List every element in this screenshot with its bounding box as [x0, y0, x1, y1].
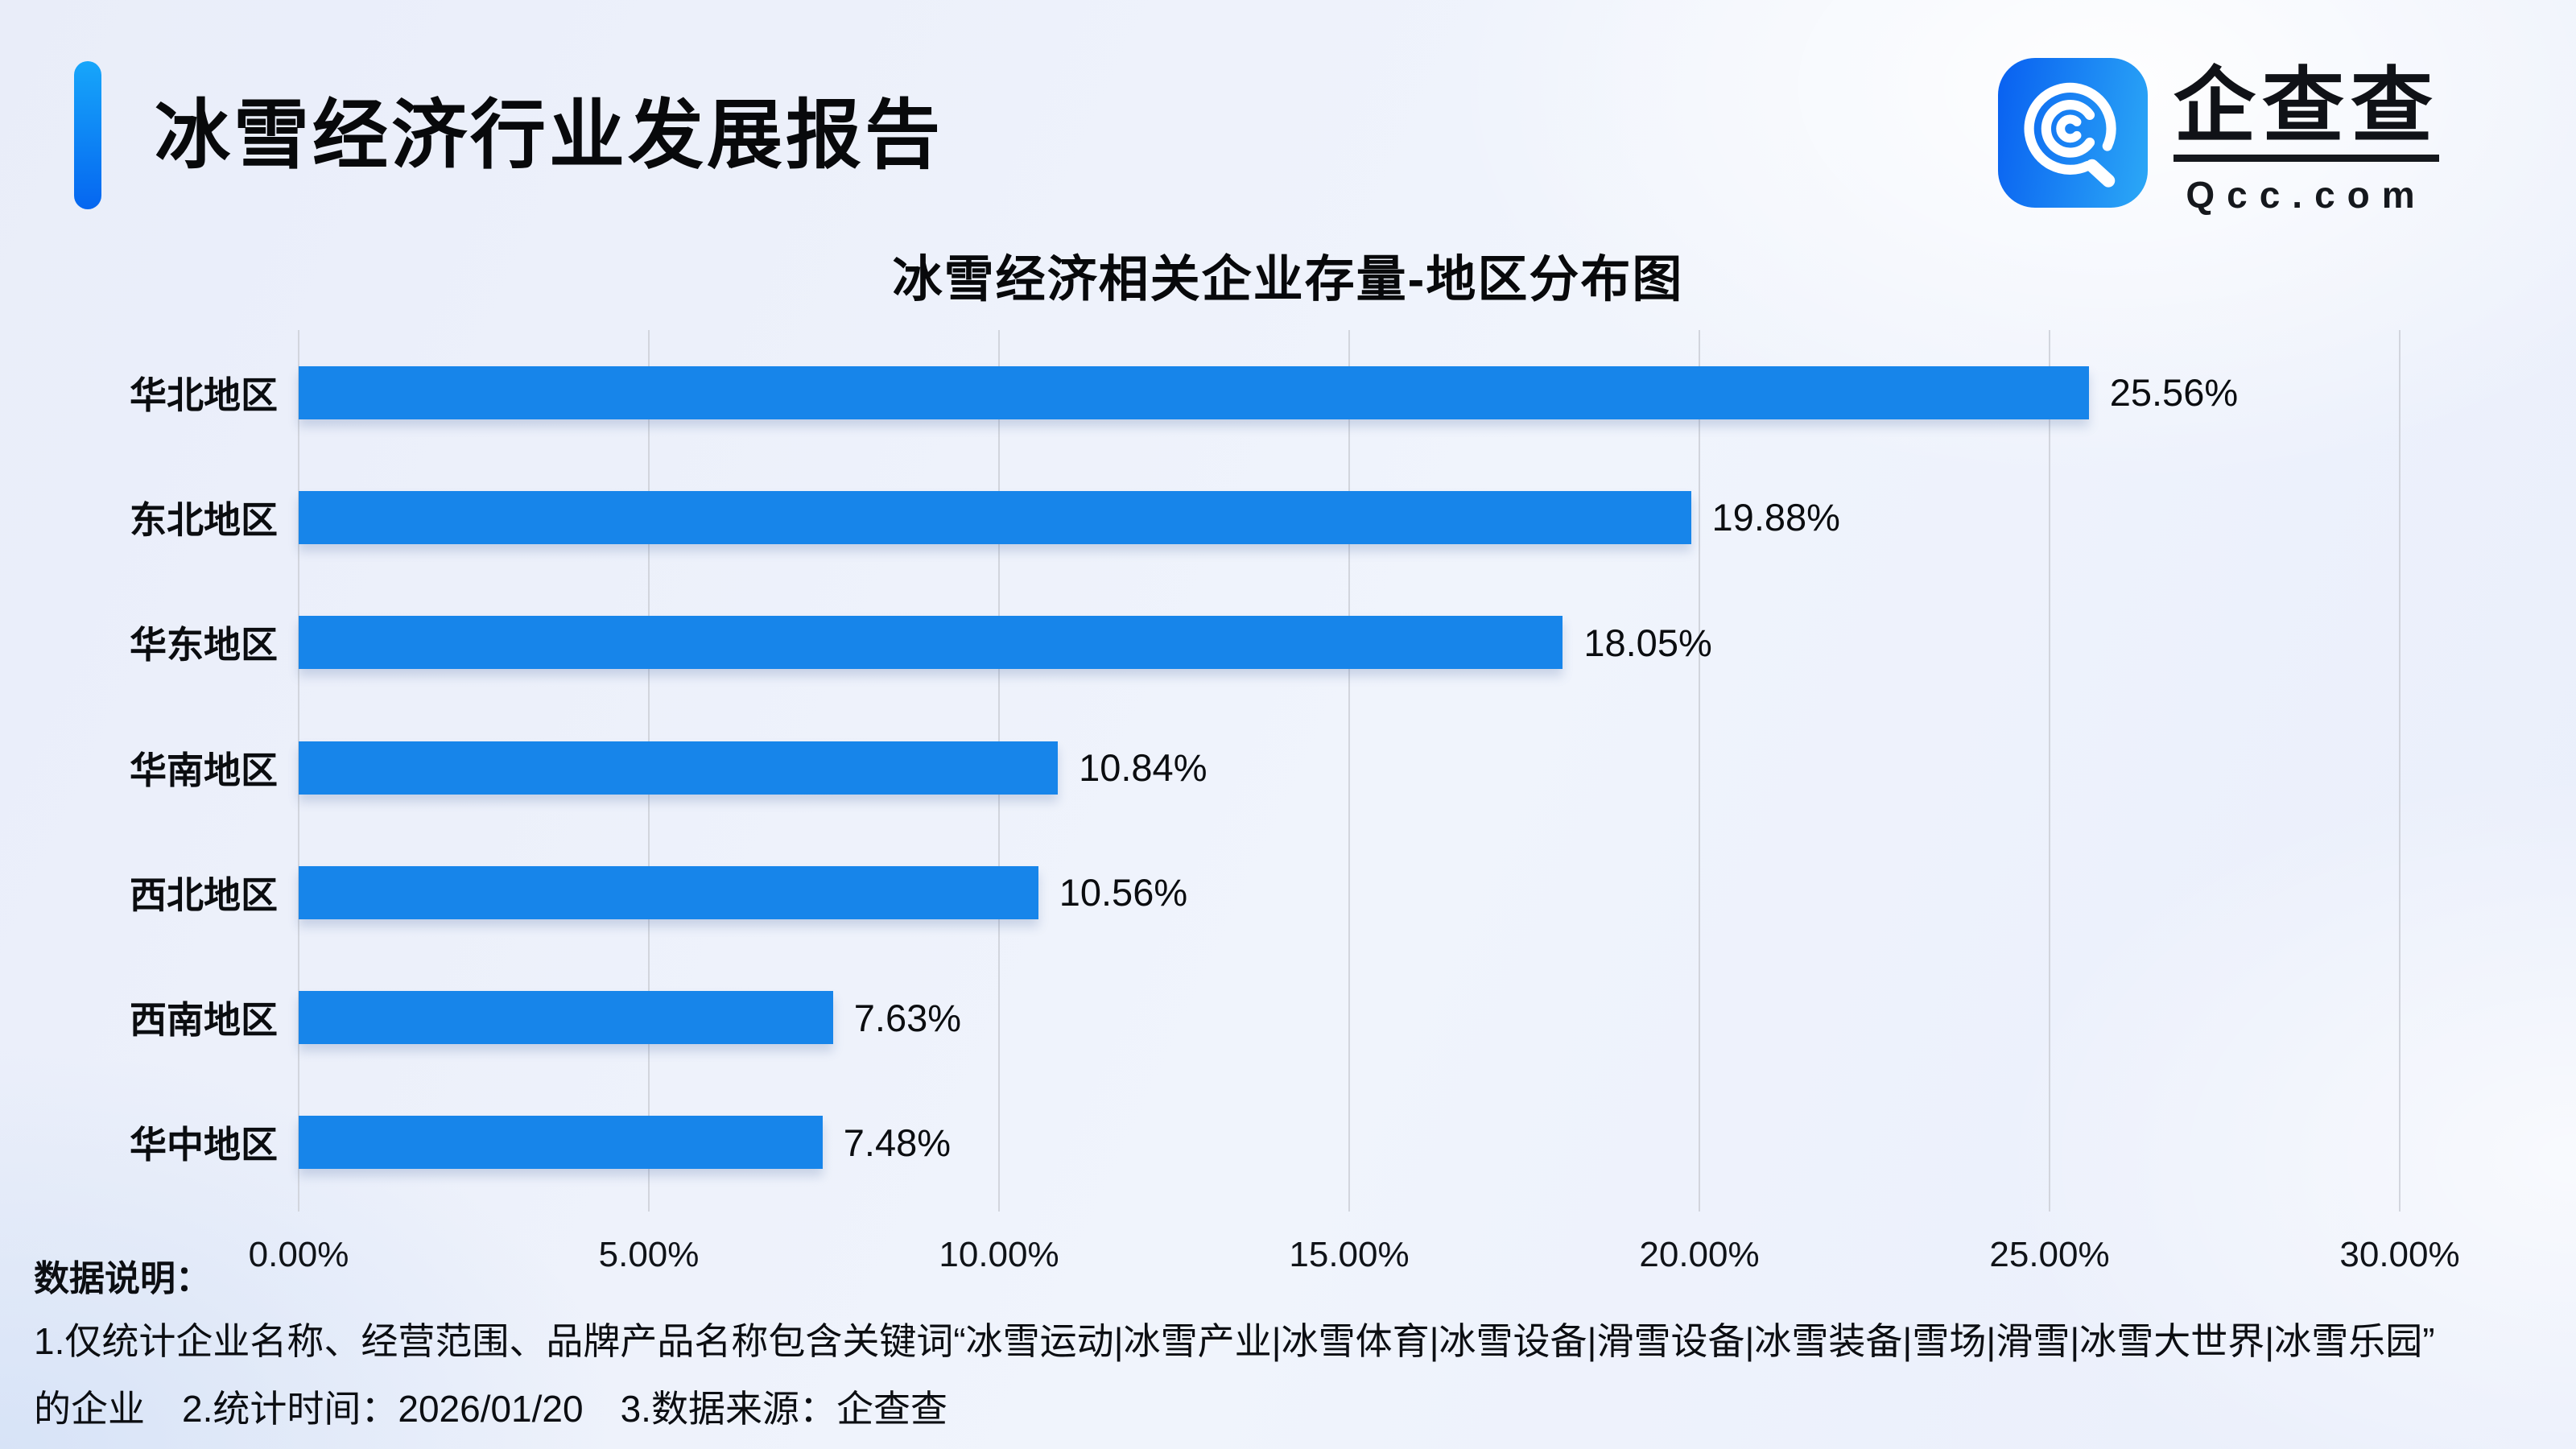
chart-title: 冰雪经济相关企业存量-地区分布图 [892, 252, 1684, 308]
x-tick-label: 10.00% [939, 1235, 1059, 1274]
qcc-logo-name: 企查查 [2174, 64, 2439, 163]
magnifier-q-icon [2024, 82, 2116, 188]
category-label: 华东地区 [130, 624, 278, 667]
x-tick-label: 5.00% [598, 1235, 700, 1274]
title-accent-bar [74, 61, 101, 209]
x-axis: 0.00% 5.00% 10.00% 15.00% 20.00% 25.00% 30.00% [249, 1235, 2460, 1283]
notes-label: 数据说明： [34, 1259, 211, 1298]
bar-row: 华北地区 25.56% [130, 365, 2400, 419]
bar [299, 490, 1691, 544]
bar-row: 华中地区 7.48% [130, 1116, 2400, 1170]
gridline [2399, 330, 2401, 1212]
report-title: 冰雪经济行业发展报告 [155, 93, 944, 177]
bar-row: 华南地区 10.84% [130, 741, 2400, 795]
value-label: 18.05% [1583, 621, 1712, 664]
note-line-1: 1.仅统计企业名称、经营范围、品牌产品名称包含关键词“冰雪运动|冰雪产业|冰雪体… [34, 1320, 2435, 1362]
category-label: 华中地区 [130, 1124, 278, 1166]
category-label: 西北地区 [130, 873, 278, 916]
qcc-logo-text: 企查查 Qcc.com [2174, 64, 2439, 217]
category-label: 华北地区 [130, 374, 278, 416]
x-tick-label: 30.00% [2339, 1235, 2460, 1274]
value-label: 7.63% [853, 996, 962, 1039]
value-label: 25.56% [2109, 371, 2239, 415]
x-tick-label: 20.00% [1639, 1235, 1760, 1274]
bar-chart-plot: 华北地区 25.56% 东北地区 19.88% 华东地区 18.05% 华南地区 10.84%… [130, 330, 2401, 1212]
gridline [1699, 330, 1700, 1212]
x-tick-label: 0.00% [248, 1235, 349, 1274]
value-label: 10.56% [1059, 871, 1188, 914]
bar [299, 991, 833, 1045]
qcc-logo-domain: Qcc.com [2186, 174, 2427, 217]
qcc-logo-icon [1998, 58, 2148, 208]
value-label: 10.84% [1079, 746, 1208, 789]
bar-row: 西北地区 10.56% [130, 865, 2400, 919]
category-label: 华南地区 [130, 749, 278, 791]
x-tick-label: 25.00% [1989, 1235, 2110, 1274]
bar [299, 365, 2089, 419]
bar [299, 865, 1038, 919]
category-label: 西南地区 [130, 999, 278, 1042]
bar [299, 741, 1059, 795]
value-label: 19.88% [1711, 496, 1840, 539]
gridline [2049, 330, 2050, 1212]
bar-row: 西南地区 7.63% [130, 991, 2400, 1045]
bar-row: 华东地区 18.05% [130, 616, 2400, 670]
value-label: 7.48% [843, 1121, 952, 1164]
bar [299, 616, 1563, 670]
note-line-2: 的企业 2.统计时间：2026/01/20 3.数据来源：企查查 [34, 1388, 947, 1430]
bar [299, 1116, 823, 1170]
gridline [1348, 330, 1350, 1212]
category-label: 东北地区 [130, 498, 278, 541]
bar-row: 东北地区 19.88% [130, 490, 2400, 544]
x-tick-label: 15.00% [1289, 1235, 1410, 1274]
